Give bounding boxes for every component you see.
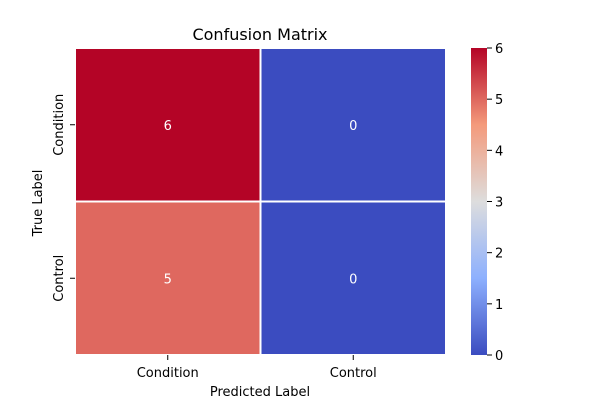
heatmap-cell [259, 200, 447, 356]
colorbar-tick-label: 6 [495, 42, 503, 57]
y-axis-label: True Label [31, 170, 46, 238]
cell-value-label: 0 [349, 272, 357, 287]
colorbar-tick-label: 5 [495, 93, 503, 108]
cell-value-label: 5 [164, 272, 172, 287]
colorbar-tick-label: 0 [495, 349, 503, 364]
heatmap-cell [259, 47, 447, 203]
x-tick-labels: Condition Control [137, 355, 377, 381]
x-axis-label: Predicted Label [210, 385, 310, 400]
colorbar-tick-label: 4 [495, 144, 503, 159]
heatmap-cell [74, 47, 262, 203]
heatmap-cell [74, 200, 262, 356]
chart-title: Confusion Matrix [192, 25, 327, 44]
colorbar [471, 48, 487, 355]
cell-value-label: 6 [164, 119, 172, 134]
colorbar-tick-label: 2 [495, 247, 503, 262]
heatmap-cells: 6 0 5 0 [74, 47, 447, 356]
y-tick-labels: Condition Control [52, 94, 75, 302]
colorbar-tick-label: 3 [495, 196, 503, 211]
x-tick-label: Condition [137, 366, 199, 381]
y-tick-label: Condition [52, 94, 67, 156]
colorbar-ticks: 0 1 2 3 4 5 6 [487, 42, 503, 364]
colorbar-tick-label: 1 [495, 298, 503, 313]
x-tick-label: Control [330, 366, 377, 381]
cell-value-label: 0 [349, 119, 357, 134]
y-tick-label: Control [52, 255, 67, 302]
